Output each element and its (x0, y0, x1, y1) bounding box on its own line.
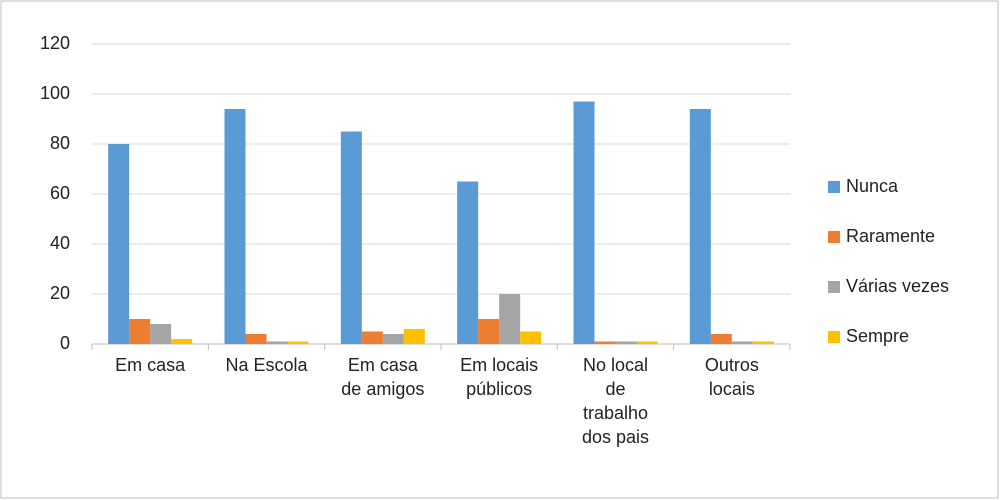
y-tick-label: 20 (50, 283, 70, 303)
bar (478, 319, 500, 344)
bar (340, 131, 362, 344)
bar (150, 324, 172, 344)
legend-swatch (828, 181, 840, 193)
legend-label: Raramente (846, 226, 935, 246)
y-tick-label: 120 (40, 33, 70, 53)
bar (171, 339, 193, 344)
bar (287, 341, 309, 344)
y-tick-label: 0 (60, 333, 70, 353)
x-tick-label: Outros locais (704, 355, 759, 399)
bar (594, 341, 616, 344)
bar (573, 101, 595, 344)
bar (499, 294, 521, 344)
bar (129, 319, 151, 344)
bar (457, 181, 479, 344)
y-tick-label: 80 (50, 133, 70, 153)
legend-label: Sempre (846, 326, 909, 346)
y-tick-label: 100 (40, 83, 70, 103)
y-tick-label: 40 (50, 233, 70, 253)
bar (689, 109, 711, 344)
legend-label: Várias vezes (846, 276, 949, 296)
x-tick-label: Em casa de amigos (341, 355, 425, 399)
legend-swatch (828, 281, 840, 293)
bar (245, 334, 267, 344)
bar (403, 329, 425, 344)
x-tick-label: Em casa (115, 355, 186, 375)
bar (382, 334, 404, 344)
bar (710, 334, 732, 344)
bar (731, 341, 753, 344)
bar (266, 341, 288, 344)
x-tick-label: Em locais públicos (460, 355, 539, 399)
bar (752, 341, 774, 344)
legend-label: Nunca (846, 176, 899, 196)
bar (615, 341, 637, 344)
x-tick-label: Na Escola (225, 355, 308, 375)
legend-swatch (828, 331, 840, 343)
legend-swatch (828, 231, 840, 243)
bar (520, 331, 542, 344)
x-tick-label: No local de trabalho dos pais (581, 355, 650, 447)
bar (636, 341, 658, 344)
y-tick-label: 60 (50, 183, 70, 203)
bar (361, 331, 383, 344)
bar (224, 109, 246, 344)
bar (108, 144, 130, 344)
